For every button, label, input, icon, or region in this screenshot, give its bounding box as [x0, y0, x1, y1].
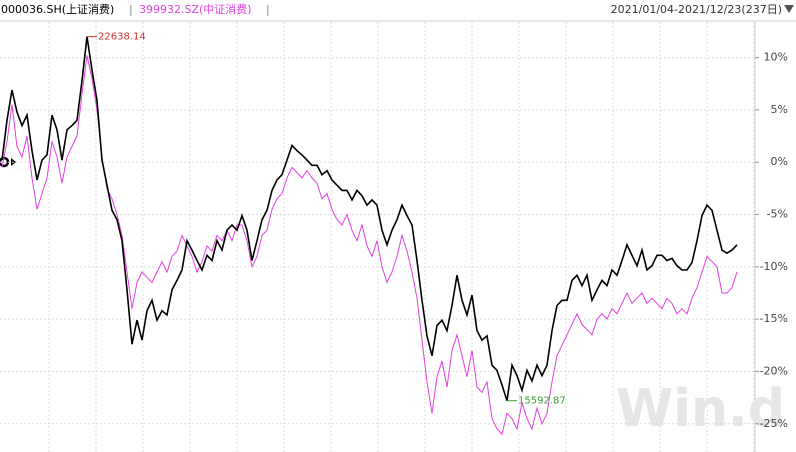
date-range: 2021/01/04-2021/12/23(237日) [611, 3, 782, 16]
y-tick-label: -15% [760, 312, 788, 325]
annotation: 22638.14 [98, 32, 146, 43]
series-line [1, 36, 738, 401]
y-tick-label: 10% [764, 51, 788, 64]
y-tick-label: -10% [760, 260, 788, 273]
series-line [1, 55, 738, 436]
separator: | [266, 3, 270, 16]
annotation: 15592.87 [518, 396, 566, 407]
y-tick-label: 5% [771, 103, 788, 116]
watermark: Win.d [616, 379, 785, 439]
y-tick-label: 0% [771, 155, 788, 168]
dropdown-icon[interactable] [784, 5, 794, 13]
legend-entry: 000036.SH(上证消费) [1, 2, 114, 16]
y-tick-label: -20% [760, 364, 788, 377]
legend-entry: 399932.SZ(中证消费) [139, 2, 252, 16]
y-tick-label: -25% [760, 417, 788, 430]
separator: | [129, 3, 133, 16]
y-tick-label: -5% [767, 208, 788, 221]
